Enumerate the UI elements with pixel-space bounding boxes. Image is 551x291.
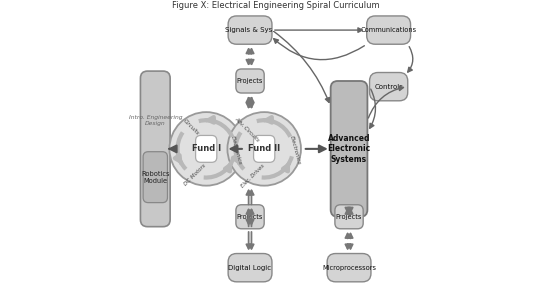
Text: Projects: Projects xyxy=(237,78,263,84)
Text: Intro. Engineering
Design: Intro. Engineering Design xyxy=(128,115,182,126)
Ellipse shape xyxy=(169,112,243,186)
Text: Fund I: Fund I xyxy=(192,144,221,153)
Text: Elec. Drives: Elec. Drives xyxy=(240,163,266,189)
FancyBboxPatch shape xyxy=(367,16,410,44)
FancyBboxPatch shape xyxy=(228,253,272,282)
Text: Microprocessors: Microprocessors xyxy=(322,265,376,271)
FancyBboxPatch shape xyxy=(370,72,408,101)
FancyBboxPatch shape xyxy=(236,205,264,229)
FancyBboxPatch shape xyxy=(331,81,368,217)
Text: Projects: Projects xyxy=(336,214,362,220)
FancyBboxPatch shape xyxy=(143,152,168,203)
FancyBboxPatch shape xyxy=(327,253,371,282)
FancyBboxPatch shape xyxy=(236,69,264,93)
Text: Circuits: Circuits xyxy=(182,119,199,137)
Text: Controls: Controls xyxy=(374,84,403,90)
FancyBboxPatch shape xyxy=(141,71,170,227)
Text: Figure X: Electrical Engineering Spiral Curriculum: Figure X: Electrical Engineering Spiral … xyxy=(172,1,379,10)
Text: Fund II: Fund II xyxy=(248,144,280,153)
Text: Advanced
Electronic
Systems: Advanced Electronic Systems xyxy=(327,134,371,164)
Text: Electronics: Electronics xyxy=(289,135,301,165)
Text: Adv. Circuits: Adv. Circuits xyxy=(234,116,261,142)
FancyBboxPatch shape xyxy=(253,135,275,162)
Text: Robotics
Module: Robotics Module xyxy=(141,171,170,184)
Text: Projects: Projects xyxy=(237,214,263,220)
FancyBboxPatch shape xyxy=(196,135,217,162)
Text: Electronics: Electronics xyxy=(230,135,242,165)
Ellipse shape xyxy=(228,112,301,186)
Text: DC Motors: DC Motors xyxy=(183,162,207,186)
Text: Communications: Communications xyxy=(360,27,417,33)
FancyBboxPatch shape xyxy=(335,205,363,229)
Text: Signals & Sys.: Signals & Sys. xyxy=(225,27,275,33)
Text: Digital Logic: Digital Logic xyxy=(229,265,272,271)
FancyBboxPatch shape xyxy=(228,16,272,44)
